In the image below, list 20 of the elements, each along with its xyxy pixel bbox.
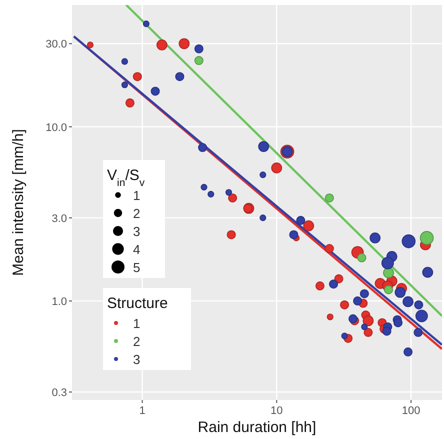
- y-tick-label: 30.0: [46, 38, 67, 51]
- y-tick-label: 3.0: [52, 212, 67, 225]
- y-tick-label: 1.0: [52, 296, 67, 308]
- legend-label: 2: [133, 334, 140, 349]
- y-tick-label: 10.0: [46, 122, 67, 134]
- legend-label: 3: [133, 224, 140, 239]
- legend-label: 2: [133, 206, 140, 221]
- legend-label: 1: [133, 316, 140, 331]
- legend-label: 4: [133, 242, 140, 257]
- x-tick-label: 10: [270, 405, 283, 417]
- x-axis-title: Rain duration [hh]: [198, 419, 316, 436]
- legend-label: 3: [133, 352, 140, 367]
- x-tick-label: 1: [139, 405, 146, 417]
- legend-label: 1: [133, 188, 140, 203]
- y-tick-label: 0.3: [52, 387, 67, 400]
- legend-title: Structure: [107, 295, 168, 312]
- x-tick-label: 100: [402, 405, 420, 417]
- y-axis-title: Mean intensity [mm/h]: [10, 129, 27, 276]
- annotation: V$_{in}$/S$_{v}$: [107, 167, 146, 189]
- legend-label: 5: [133, 260, 140, 275]
